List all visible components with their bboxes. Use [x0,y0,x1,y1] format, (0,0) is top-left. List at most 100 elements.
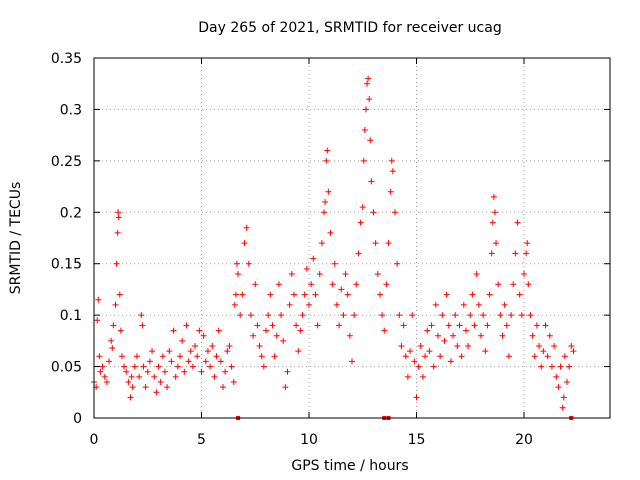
data-point [407,348,414,355]
data-point [342,271,349,277]
data-point [115,214,122,221]
data-point [349,358,355,365]
data-point [331,260,338,267]
data-point [97,368,104,375]
data-point [376,291,383,298]
data-point [404,373,411,380]
y-tick-label: 0.35 [51,51,82,67]
y-axis-title: SRMTID / TECUs [8,182,24,295]
data-point [280,337,287,344]
data-point [366,96,373,103]
data-point [112,301,119,308]
data-point [301,291,308,298]
data-point [540,348,547,355]
data-point [469,291,476,298]
data-point [312,291,319,298]
data-point [297,327,304,334]
data-point [327,229,334,236]
data-point [462,327,469,334]
data-point [144,368,151,375]
data-point [396,312,403,319]
data-point [325,188,332,195]
data-point [310,255,317,262]
data-point [155,363,162,370]
data-point [527,312,534,319]
data-point [357,219,364,226]
data-point [432,301,439,308]
data-point [505,353,512,360]
data-point [224,348,231,355]
data-point [491,209,498,216]
data-point [362,106,369,113]
data-point [478,332,484,339]
data-point [531,353,538,360]
data-point [555,384,562,391]
data-point [346,332,353,339]
data-point [493,240,500,247]
y-tick-label: 0.15 [51,257,82,273]
data-point [263,327,269,334]
data-point [374,271,381,277]
data-point [316,271,323,277]
data-point [388,157,395,164]
data-point [482,348,489,355]
y-tick-label: 0.1 [60,308,82,324]
data-point [398,343,405,349]
x-tick-label: 20 [515,432,533,448]
data-point [389,168,396,175]
data-point [467,312,474,319]
data-point [95,296,102,303]
data-point [426,348,433,355]
data-point [333,301,340,308]
data-point [207,363,214,370]
data-point [118,353,125,360]
data-point [329,281,336,288]
data-point [96,353,103,360]
data-point [127,394,134,401]
data-point [94,317,101,324]
data-point [471,322,478,329]
data-point [136,373,143,380]
data-point [336,322,343,329]
data-point [548,363,555,370]
data-point [383,281,390,288]
data-point [322,199,329,205]
data-point [247,312,254,319]
data-point [387,188,394,195]
data-point [503,322,510,329]
data-point [381,327,388,334]
data-point [361,127,368,133]
data-point [521,271,527,277]
x-axis-ticks: 0 5 10 15 20 [90,58,533,448]
data-point [275,281,282,288]
data-point [303,265,310,272]
data-point [411,358,418,365]
data-point [209,343,216,349]
data-point [99,363,106,370]
data-point [566,363,573,370]
data-point [353,281,360,288]
data-point [394,260,401,267]
data-point [568,343,575,349]
data-point [204,348,211,355]
x-tick-label: 5 [197,432,206,448]
data-point [181,368,188,375]
y-tick-label: 0 [73,411,82,427]
data-point [114,229,121,236]
chart-title: Day 265 of 2021, SRMTID for receiver uca… [198,20,501,36]
data-point [121,363,128,370]
data-point [538,363,545,370]
data-point [128,373,135,380]
data-point [536,343,543,349]
data-point [508,312,515,319]
data-point [441,337,448,344]
data-point [215,327,222,334]
data-point [252,281,259,288]
data-point [314,322,321,329]
data-point [243,224,250,231]
data-point [179,337,186,344]
data-point [129,384,136,391]
x-tick-label: 10 [300,432,318,448]
data-point [525,281,532,288]
